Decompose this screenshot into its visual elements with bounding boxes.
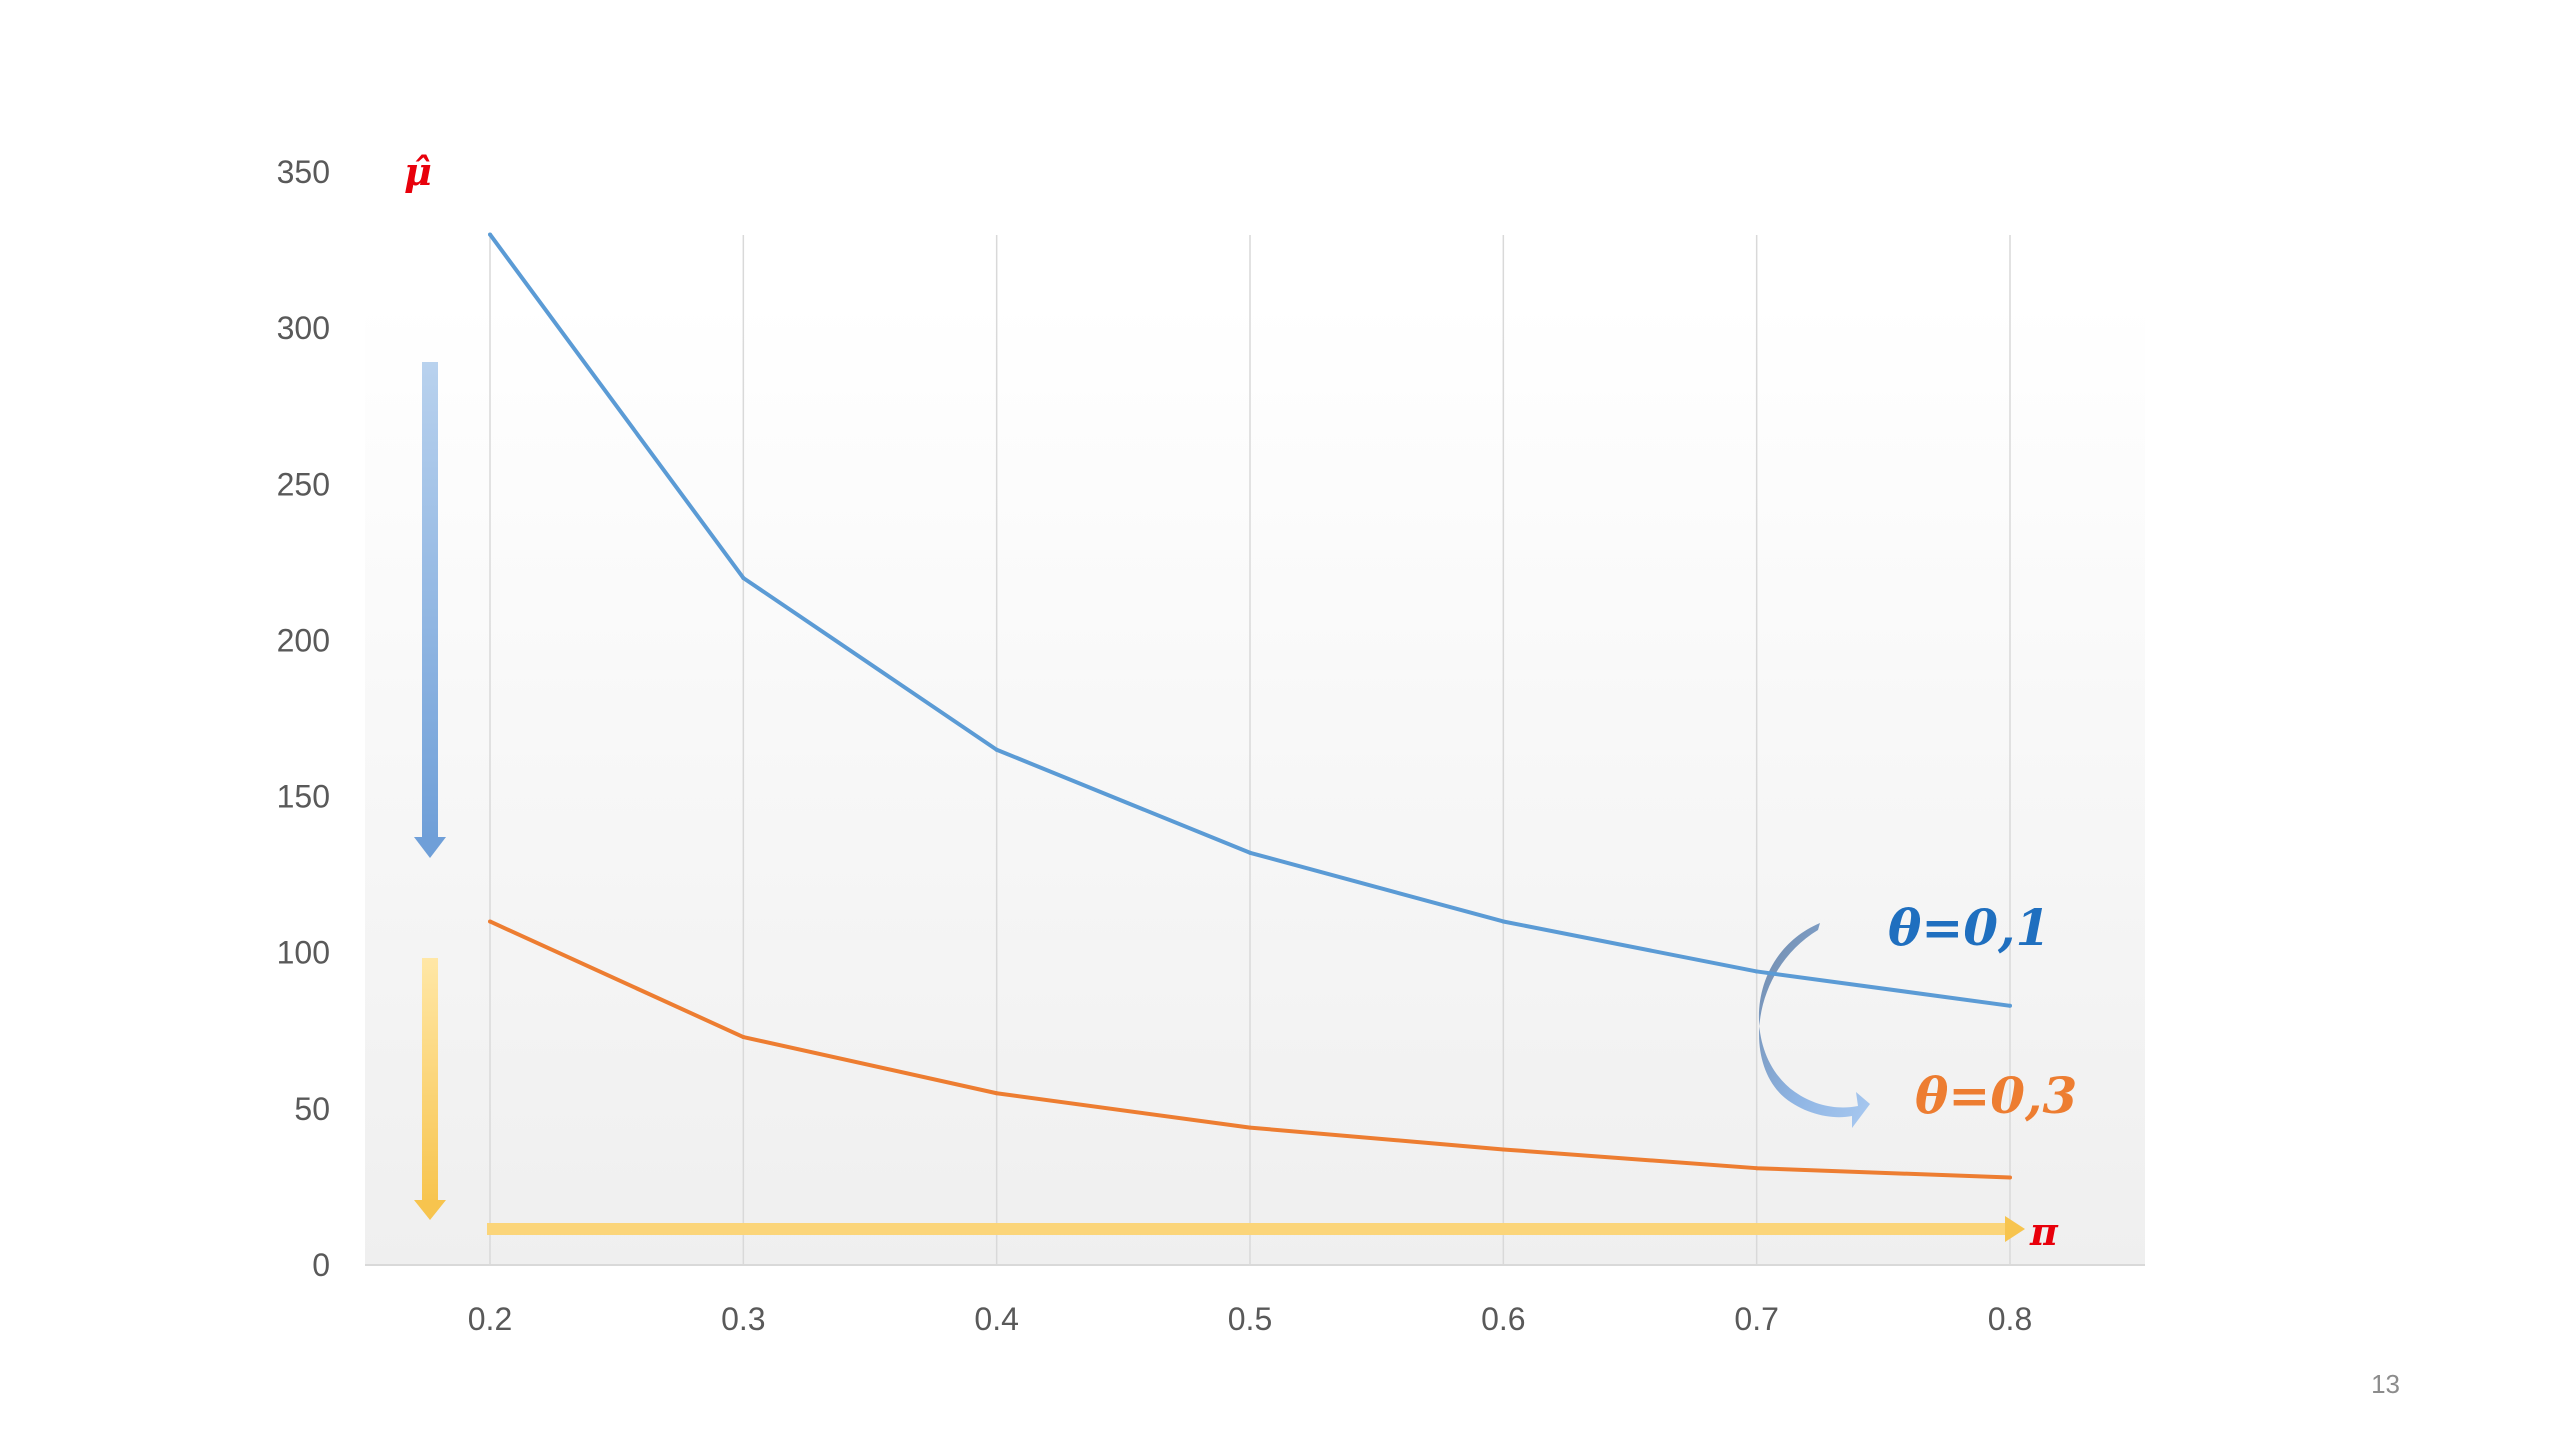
slide-number: 13 xyxy=(2371,1369,2400,1399)
x-tick-label: 0.8 xyxy=(1988,1301,2032,1337)
blue-down-arrow-icon xyxy=(414,362,446,858)
y-tick-label: 0 xyxy=(312,1247,330,1283)
series-1-point xyxy=(2008,1175,2012,1180)
series-1-point xyxy=(1248,1125,1252,1130)
series-0-point xyxy=(741,575,746,580)
y-tick-label: 250 xyxy=(277,466,330,502)
series-label-theta-0-3: θ=0,3 xyxy=(1915,1066,2077,1125)
y-tick-label: 200 xyxy=(277,622,330,658)
series-0-point xyxy=(1248,850,1252,855)
series-0-point xyxy=(488,232,492,237)
y-tick-label: 350 xyxy=(277,154,330,190)
series-1-point xyxy=(994,1091,999,1096)
y-tick-label: 150 xyxy=(277,779,330,815)
series-lines xyxy=(488,232,2012,1180)
series-label-theta-0-1: θ=0,1 xyxy=(1888,898,2050,957)
x-tick-label: 0.7 xyxy=(1734,1301,1778,1337)
x-tick-label: 0.5 xyxy=(1228,1301,1272,1337)
series-0-point xyxy=(1501,919,1506,924)
y-tick-label: 50 xyxy=(294,1091,330,1127)
y-tick-label: 300 xyxy=(277,310,330,346)
series-1-point xyxy=(1501,1147,1506,1152)
series-1-point xyxy=(741,1035,746,1040)
x-tick-label: 0.4 xyxy=(974,1301,1018,1337)
plot-background xyxy=(365,300,2145,1265)
y-tick-label: 100 xyxy=(277,935,330,971)
x-axis-symbol: π xyxy=(2029,1209,2059,1254)
series-0-point xyxy=(1754,969,1759,974)
series-1-point xyxy=(488,919,492,924)
x-tick-label: 0.2 xyxy=(468,1301,512,1337)
y-tick-labels: 0 50 100 150 200 250 300 350 xyxy=(277,154,330,1283)
series-0-point xyxy=(994,747,999,752)
x-tick-labels: 0.2 0.3 0.4 0.5 0.6 0.7 0.8 xyxy=(468,1301,2032,1337)
yellow-down-arrow-icon xyxy=(414,958,446,1220)
x-tick-label: 0.6 xyxy=(1481,1301,1525,1337)
series-0-point xyxy=(2008,1003,2012,1008)
y-axis-symbol: μ̂ xyxy=(404,149,432,194)
series-1-point xyxy=(1754,1166,1759,1171)
x-tick-label: 0.3 xyxy=(721,1301,765,1337)
yellow-right-arrow-icon xyxy=(487,1216,2025,1242)
curved-arrow-icon xyxy=(1758,923,1870,1128)
